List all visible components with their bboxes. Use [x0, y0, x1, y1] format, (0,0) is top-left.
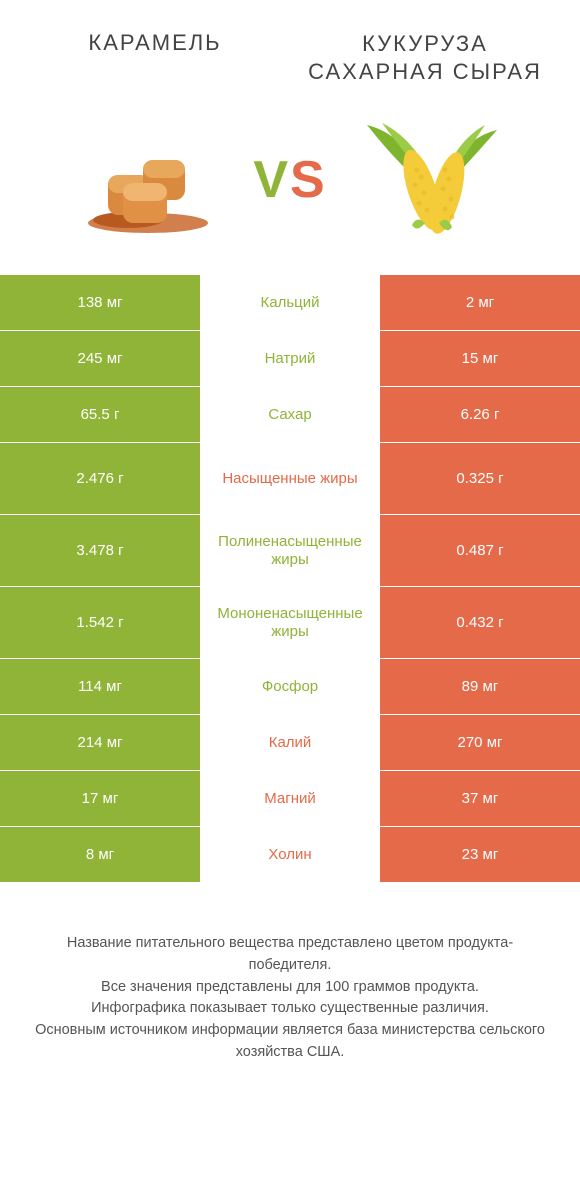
comparison-table: 138 мгКальций2 мг245 мгНатрий15 мг65.5 г…: [0, 275, 580, 883]
value-left: 1.542 г: [0, 587, 200, 658]
value-right: 270 мг: [380, 715, 580, 770]
value-left: 214 мг: [0, 715, 200, 770]
value-right: 0.325 г: [380, 443, 580, 514]
nutrient-label: Калий: [200, 715, 380, 770]
value-right: 0.432 г: [380, 587, 580, 658]
value-left: 2.476 г: [0, 443, 200, 514]
nutrient-label: Сахар: [200, 387, 380, 442]
value-right: 89 мг: [380, 659, 580, 714]
nutrient-label: Мононенасыщенные жиры: [200, 587, 380, 658]
product-title-left: Карамель: [20, 30, 290, 56]
value-left: 65.5 г: [0, 387, 200, 442]
table-row: 3.478 гПолиненасыщенные жиры0.487 г: [0, 515, 580, 587]
nutrient-label: Полиненасыщенные жиры: [200, 515, 380, 586]
images-row: VS: [0, 95, 580, 275]
footnote-line: Основным источником информации является …: [30, 1020, 550, 1064]
vs-label: VS: [253, 150, 326, 210]
nutrient-label: Холин: [200, 827, 380, 882]
value-left: 8 мг: [0, 827, 200, 882]
nutrient-label: Натрий: [200, 331, 380, 386]
footnote-line: Инфографика показывает только существенн…: [30, 998, 550, 1020]
footnote-line: Все значения представлены для 100 граммо…: [30, 977, 550, 999]
corn-image: [347, 115, 517, 245]
value-right: 0.487 г: [380, 515, 580, 586]
table-row: 17 мгМагний37 мг: [0, 771, 580, 827]
value-right: 2 мг: [380, 275, 580, 330]
value-left: 138 мг: [0, 275, 200, 330]
footnote-line: Название питательного вещества представл…: [30, 933, 550, 977]
value-right: 15 мг: [380, 331, 580, 386]
value-left: 3.478 г: [0, 515, 200, 586]
table-row: 2.476 гНасыщенные жиры0.325 г: [0, 443, 580, 515]
value-right: 23 мг: [380, 827, 580, 882]
table-row: 245 мгНатрий15 мг: [0, 331, 580, 387]
header: Карамель Кукуруза сахарная сырая: [0, 0, 580, 95]
nutrient-label: Кальций: [200, 275, 380, 330]
table-row: 214 мгКалий270 мг: [0, 715, 580, 771]
value-right: 6.26 г: [380, 387, 580, 442]
value-left: 114 мг: [0, 659, 200, 714]
table-row: 114 мгФосфор89 мг: [0, 659, 580, 715]
footnotes: Название питательного вещества представл…: [0, 883, 580, 1084]
table-row: 1.542 гМононенасыщенные жиры0.432 г: [0, 587, 580, 659]
table-row: 8 мгХолин23 мг: [0, 827, 580, 883]
value-left: 17 мг: [0, 771, 200, 826]
nutrient-label: Магний: [200, 771, 380, 826]
nutrient-label: Насыщенные жиры: [200, 443, 380, 514]
product-title-right: Кукуруза сахарная сырая: [290, 30, 560, 85]
value-right: 37 мг: [380, 771, 580, 826]
nutrient-label: Фосфор: [200, 659, 380, 714]
vs-v: V: [253, 151, 290, 209]
caramel-image: [63, 115, 233, 245]
table-row: 138 мгКальций2 мг: [0, 275, 580, 331]
value-left: 245 мг: [0, 331, 200, 386]
vs-s: S: [290, 151, 327, 209]
table-row: 65.5 гСахар6.26 г: [0, 387, 580, 443]
